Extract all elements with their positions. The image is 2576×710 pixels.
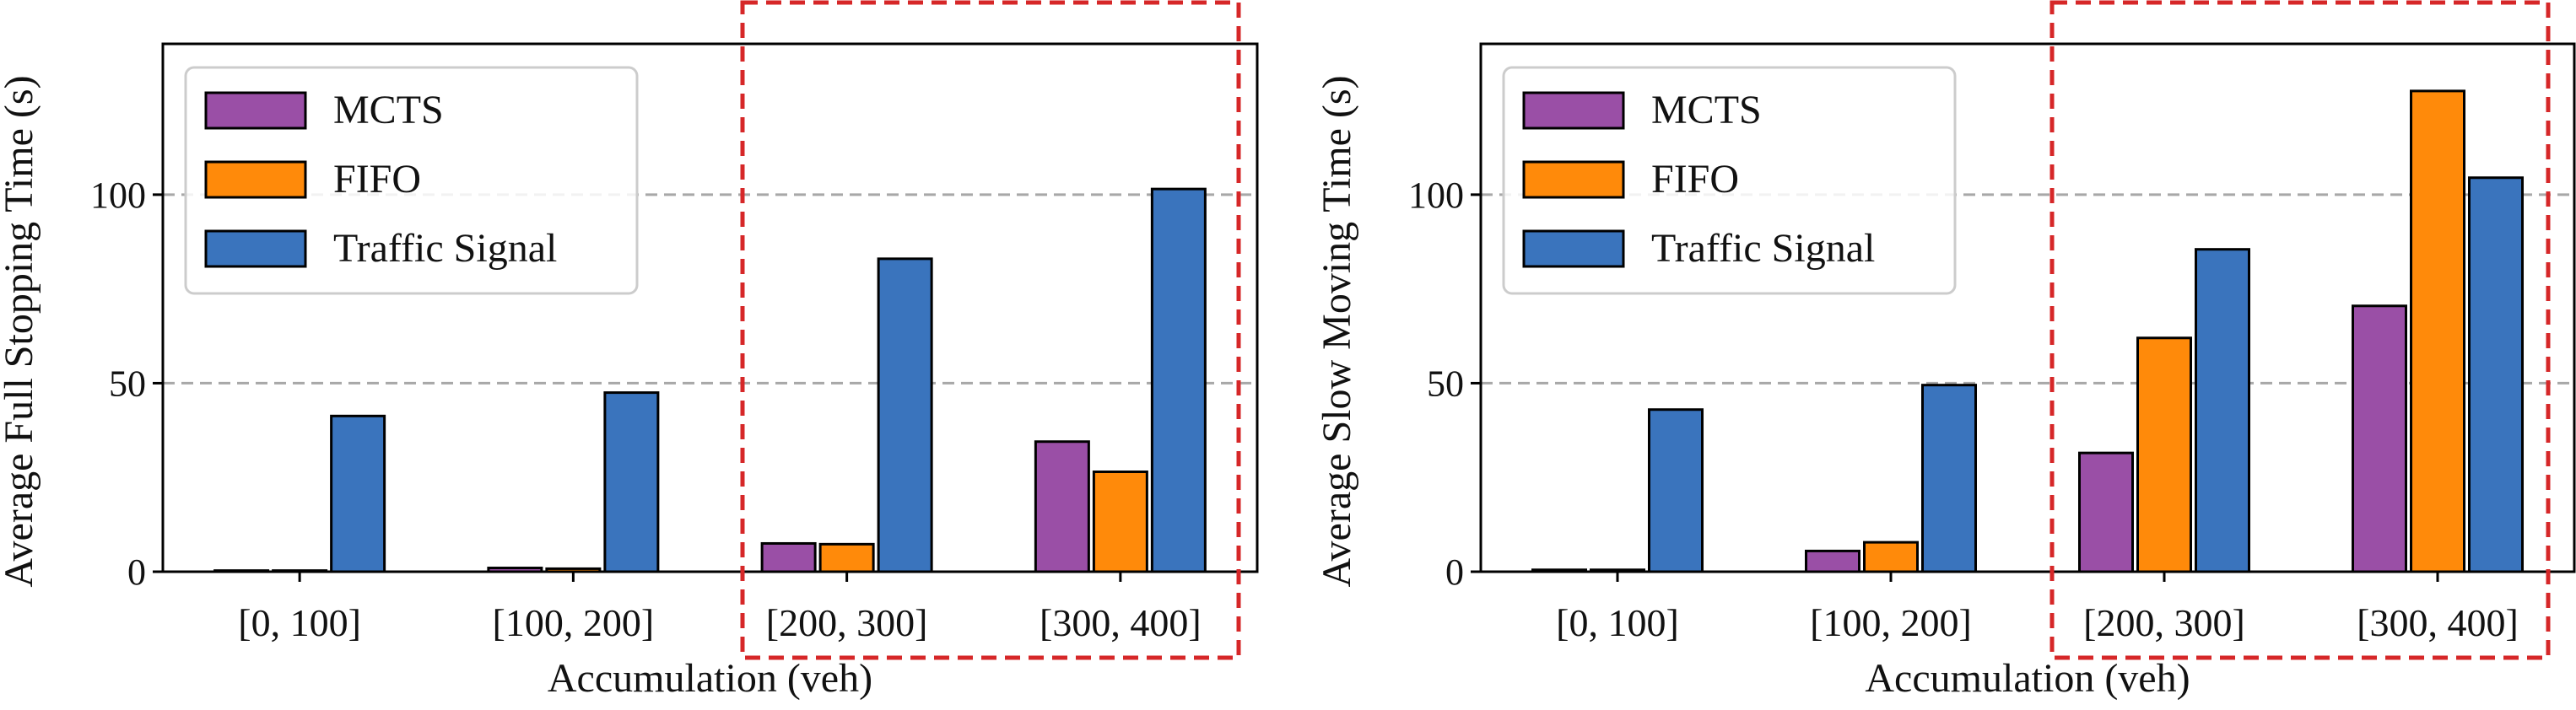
bar — [1092, 471, 1148, 573]
x-tick-label: [200, 300] — [766, 601, 928, 644]
legend-label: Traffic Signal — [333, 226, 557, 271]
y-tick-label: 0 — [1445, 551, 1464, 593]
x-tick-label: [0, 100] — [1556, 601, 1679, 644]
chart-panel-1: 0 50 100 [0, 100] [100, 200] [200, 300] [300, … — [0, 0, 1259, 701]
legend-label: Traffic Signal — [1651, 226, 1875, 271]
legend-swatch — [204, 91, 307, 130]
bar — [877, 257, 933, 573]
legend-swatch — [204, 229, 307, 268]
y-axis-label: Average Full Stopping Time (s) — [0, 75, 41, 587]
bar — [2078, 451, 2134, 573]
x-axis-label: Accumulation (veh) — [1865, 656, 2190, 701]
highlight-box — [2049, 0, 2551, 660]
x-tick-label: [300, 400] — [1040, 601, 1202, 644]
bar — [1921, 384, 1977, 573]
legend-swatch — [204, 160, 307, 199]
bar — [2352, 304, 2407, 573]
legend-label: FIFO — [1651, 157, 1739, 202]
bar — [1034, 440, 1090, 573]
bar — [1805, 549, 1860, 573]
bar — [1648, 408, 1704, 573]
y-tick-label: 50 — [109, 363, 146, 404]
legend: MCTS FIFO Traffic Signal — [1502, 66, 1957, 295]
plot-frame — [1479, 42, 2576, 573]
x-tick-label: [300, 400] — [2357, 601, 2519, 644]
bar — [2410, 89, 2465, 573]
y-tick-label: 100 — [1408, 175, 1464, 216]
legend-label: MCTS — [333, 88, 444, 132]
x-tick-label: [100, 200] — [493, 601, 655, 644]
legend-swatch — [1522, 229, 1625, 268]
x-axis-label: Accumulation (veh) — [548, 656, 872, 701]
chart-panel-2: 0 50 100 [0, 100] [100, 200] [200, 300] [300, … — [1315, 0, 2576, 701]
y-tick-label: 100 — [90, 175, 146, 216]
x-tick-label: [100, 200] — [1810, 601, 1972, 644]
legend-label: MCTS — [1651, 88, 1762, 132]
bar — [2468, 176, 2524, 573]
legend-label: FIFO — [333, 157, 421, 202]
bar — [760, 541, 817, 573]
x-tick-label: [0, 100] — [238, 601, 361, 644]
bar — [1863, 541, 1919, 573]
legend-swatch — [1522, 160, 1625, 199]
bar — [2136, 336, 2192, 573]
y-tick-label: 0 — [127, 551, 146, 593]
plot-frame — [161, 42, 1259, 573]
bar — [603, 391, 660, 573]
bar — [330, 414, 386, 573]
y-axis-label: Average Slow Moving Time (s) — [1315, 75, 1359, 587]
bar — [1150, 187, 1207, 573]
bar — [2195, 248, 2250, 573]
x-tick-label: [200, 300] — [2083, 601, 2245, 644]
bar — [818, 542, 875, 573]
highlight-box — [740, 0, 1241, 660]
legend-swatch — [1522, 91, 1625, 130]
legend: MCTS FIFO Traffic Signal — [184, 66, 639, 295]
y-tick-label: 50 — [1427, 363, 1464, 404]
